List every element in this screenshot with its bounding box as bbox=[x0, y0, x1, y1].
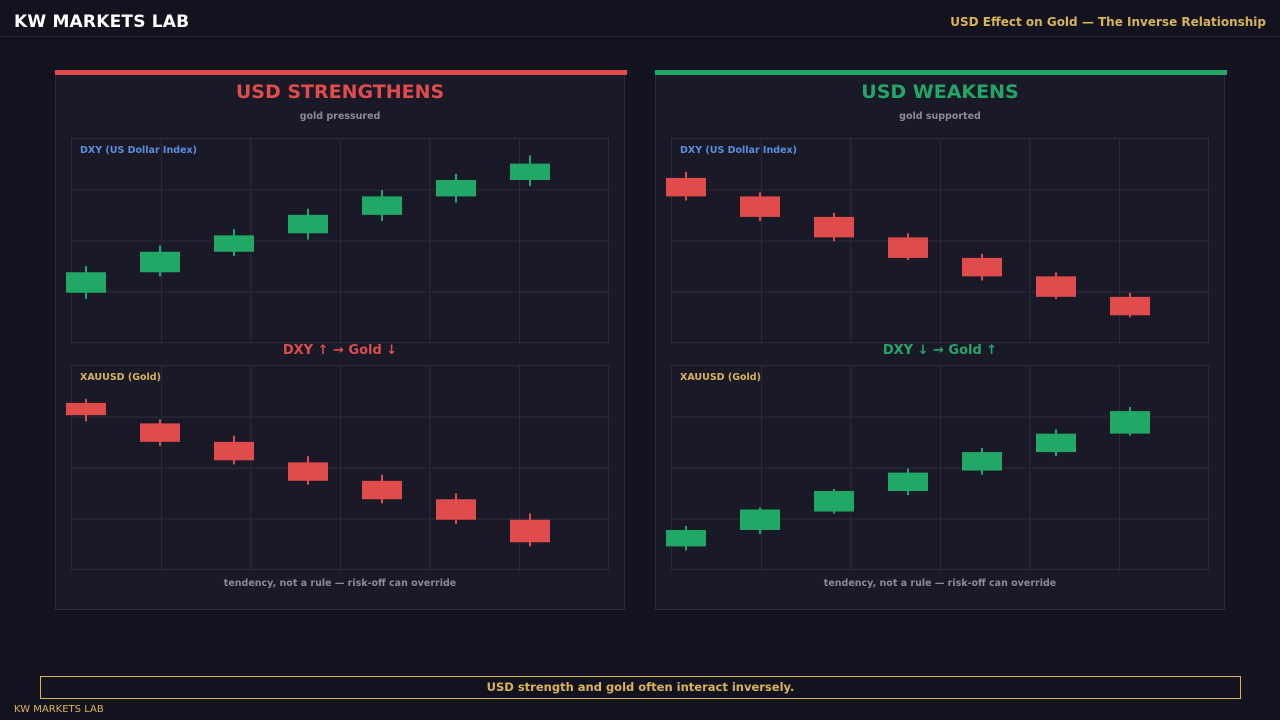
candle bbox=[288, 208, 328, 240]
candle bbox=[436, 493, 476, 524]
candle-body bbox=[214, 441, 254, 461]
gold-chart: XAUUSD (Gold) bbox=[666, 365, 1210, 571]
candle bbox=[814, 212, 854, 242]
candle bbox=[1036, 272, 1076, 299]
dxy-chart-label: DXY (US Dollar Index) bbox=[680, 145, 797, 156]
candle-body bbox=[888, 472, 928, 492]
candle-body bbox=[362, 480, 402, 500]
gold-chart: XAUUSD (Gold) bbox=[66, 365, 610, 571]
dxy-chart-svg bbox=[666, 139, 1210, 344]
candle-body bbox=[814, 491, 854, 512]
candle bbox=[888, 233, 928, 260]
gold-chart-svg bbox=[666, 366, 1210, 571]
candle-body bbox=[510, 519, 550, 543]
brand-title: KW MARKETS LAB bbox=[14, 12, 190, 32]
candle bbox=[1110, 407, 1150, 436]
gold-chart-label: XAUUSD (Gold) bbox=[680, 372, 761, 383]
candle bbox=[214, 435, 254, 465]
dxy-chart-svg bbox=[66, 139, 610, 344]
candle bbox=[214, 229, 254, 256]
candle-body bbox=[140, 251, 180, 273]
candle-body bbox=[666, 530, 706, 547]
candle-body bbox=[288, 214, 328, 234]
panel-title: USD STRENGTHENS bbox=[235, 81, 445, 103]
gold-chart-label: XAUUSD (Gold) bbox=[80, 372, 161, 383]
dxy-chart: DXY (US Dollar Index) bbox=[66, 138, 610, 344]
candle-body bbox=[140, 423, 180, 442]
candle-body bbox=[962, 257, 1002, 277]
candle bbox=[666, 525, 706, 551]
gold-chart-svg bbox=[66, 366, 610, 571]
top-bar: KW MARKETS LAB USD Effect on Gold — The … bbox=[0, 0, 1280, 37]
candle-body bbox=[888, 237, 928, 258]
panel-subtitle: gold supported bbox=[899, 111, 981, 122]
candle bbox=[510, 513, 550, 547]
candle bbox=[962, 448, 1002, 475]
candle-body bbox=[962, 452, 1002, 471]
panel-accent-bar bbox=[55, 70, 627, 75]
candle-body bbox=[362, 196, 402, 215]
candle bbox=[740, 507, 780, 535]
panel-note: tendency, not a rule — risk-off can over… bbox=[223, 578, 457, 589]
panel-subtitle: gold pressured bbox=[299, 111, 381, 122]
candle-body bbox=[814, 216, 854, 238]
footer-brand: KW MARKETS LAB bbox=[14, 704, 104, 715]
candle bbox=[888, 468, 928, 496]
summary-banner: USD strength and gold often interact inv… bbox=[40, 676, 1241, 699]
candle bbox=[66, 266, 106, 299]
candle bbox=[66, 398, 106, 422]
candle-body bbox=[1110, 411, 1150, 434]
candle-body bbox=[666, 177, 706, 197]
relation-text: DXY ↓ → Gold ↑ bbox=[882, 343, 998, 358]
candle-body bbox=[66, 272, 106, 293]
candle bbox=[288, 456, 328, 485]
candle-body bbox=[1110, 296, 1150, 316]
dxy-chart-label: DXY (US Dollar Index) bbox=[80, 145, 197, 156]
panel-accent-bar bbox=[655, 70, 1227, 75]
candle bbox=[1036, 429, 1076, 457]
candle bbox=[814, 489, 854, 514]
candle-body bbox=[740, 196, 780, 217]
candle bbox=[140, 245, 180, 277]
panel-title: USD WEAKENS bbox=[861, 81, 1019, 103]
candle-body bbox=[288, 462, 328, 481]
panel-note: tendency, not a rule — risk-off can over… bbox=[823, 578, 1057, 589]
candle bbox=[362, 474, 402, 504]
candle-body bbox=[436, 180, 476, 197]
candle-body bbox=[436, 499, 476, 520]
candle-body bbox=[1036, 276, 1076, 297]
candle bbox=[436, 173, 476, 203]
candle bbox=[962, 253, 1002, 281]
relation-text: DXY ↑ → Gold ↓ bbox=[282, 343, 398, 358]
candle bbox=[510, 155, 550, 187]
candle-body bbox=[66, 402, 106, 416]
candle-body bbox=[510, 163, 550, 180]
panel-usd-weakens: USD WEAKENS gold supported DXY (US Dolla… bbox=[655, 70, 1227, 610]
candle bbox=[140, 419, 180, 446]
candle-body bbox=[214, 235, 254, 252]
panel-usd-strengthens: USD STRENGTHENS gold pressured DXY (US D… bbox=[55, 70, 627, 610]
candle bbox=[740, 192, 780, 221]
candle bbox=[362, 190, 402, 221]
candle-body bbox=[740, 509, 780, 530]
candle bbox=[1110, 292, 1150, 318]
page-subtitle: USD Effect on Gold — The Inverse Relatio… bbox=[950, 15, 1266, 29]
candle-body bbox=[1036, 433, 1076, 453]
dxy-chart: DXY (US Dollar Index) bbox=[666, 138, 1210, 344]
candle bbox=[666, 171, 706, 201]
